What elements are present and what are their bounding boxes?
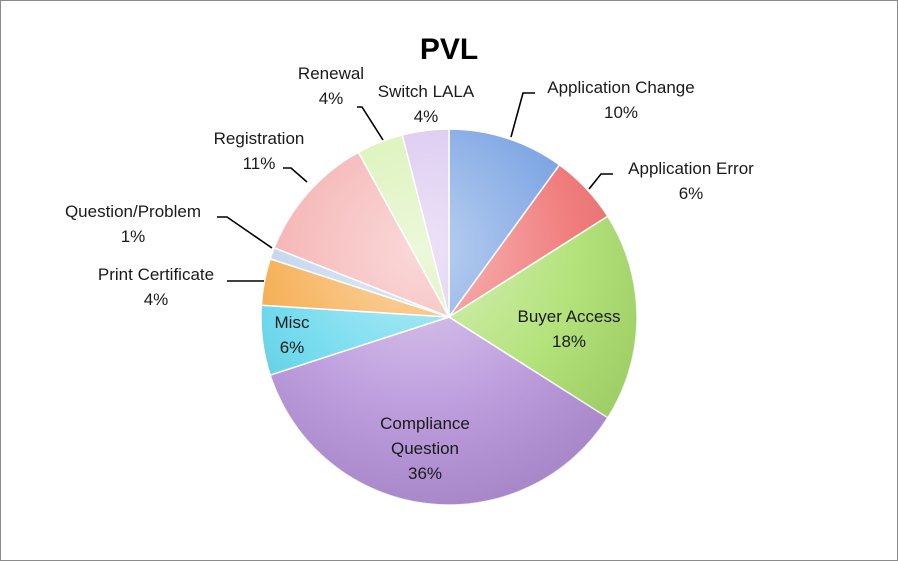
slice-value-label: 4% bbox=[319, 89, 344, 108]
leader-line bbox=[588, 173, 613, 190]
slice-value-label: 10% bbox=[604, 103, 638, 122]
slice-name-label: Application Change bbox=[547, 78, 694, 97]
chart-title: PVL bbox=[420, 33, 478, 66]
slice-label: Application Error 6% bbox=[628, 159, 754, 203]
slice-label: Buyer Access 18% bbox=[518, 307, 621, 351]
leader-line bbox=[283, 167, 308, 183]
slice-label: Registration 11% bbox=[214, 129, 305, 173]
slice-name-label: Buyer Access bbox=[518, 307, 621, 326]
leader-lines bbox=[217, 92, 613, 282]
slice-name-label: Print Certificate bbox=[98, 265, 214, 284]
leader-line bbox=[357, 106, 384, 141]
slice-value-label: 1% bbox=[121, 227, 146, 246]
slice-labels: Application Change 10% Application Error 6%… bbox=[65, 64, 754, 483]
slice-value-label: 4% bbox=[414, 107, 439, 126]
slice-label: Compliance Question 36% bbox=[380, 414, 470, 483]
slice-label: Question/Problem 1% bbox=[65, 202, 201, 246]
slice-name-label: Renewal bbox=[298, 64, 364, 83]
slice-name-label: Compliance bbox=[380, 414, 470, 433]
slice-label: Misc 6% bbox=[275, 313, 310, 357]
slice-name-label: Switch LALA bbox=[378, 82, 475, 101]
slice-name-label: Application Error bbox=[628, 159, 754, 178]
slice-value-label: 4% bbox=[144, 290, 169, 309]
leader-line bbox=[217, 216, 273, 249]
slice-value-label: 36% bbox=[408, 464, 442, 483]
slice-label: Print Certificate 4% bbox=[98, 265, 214, 309]
slice-value-label: 6% bbox=[280, 338, 305, 357]
slice-name-label: Registration bbox=[214, 129, 305, 148]
slice-label: Application Change 10% bbox=[547, 78, 694, 122]
slice-value-label: 6% bbox=[679, 184, 704, 203]
slice-label: Switch LALA 4% bbox=[378, 82, 475, 126]
slice-name-label: Misc bbox=[275, 313, 310, 332]
slice-name-label: Question bbox=[391, 439, 459, 458]
slice-name-label: Question/Problem bbox=[65, 202, 201, 221]
leader-line bbox=[510, 92, 535, 138]
slice-value-label: 18% bbox=[552, 332, 586, 351]
slice-value-label: 11% bbox=[243, 154, 276, 173]
slice-label: Renewal 4% bbox=[298, 64, 364, 108]
